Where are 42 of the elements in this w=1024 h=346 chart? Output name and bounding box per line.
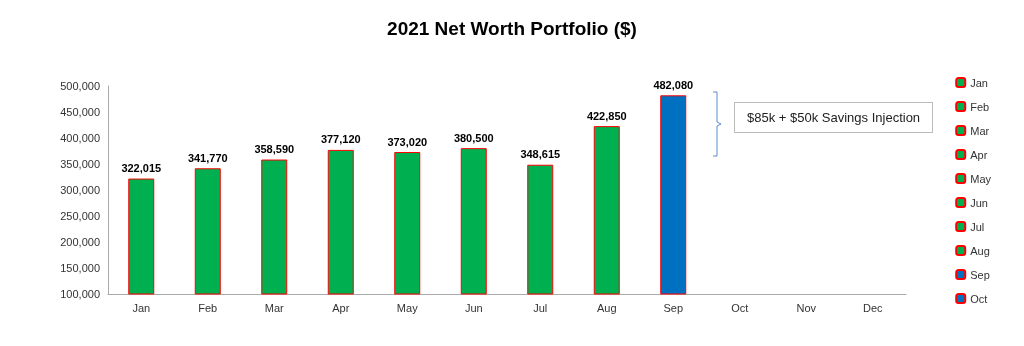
data-label: 380,500	[453, 131, 494, 144]
legend-label: Oct	[970, 292, 988, 305]
data-label: 322,015	[121, 162, 162, 175]
y-tick-label: 250,000	[60, 210, 100, 222]
data-label: 373,020	[387, 135, 428, 148]
legend-label: Jan	[970, 76, 988, 89]
legend-label: Aug	[970, 244, 990, 257]
y-tick-label: 150,000	[60, 262, 100, 274]
x-tick-label: Jun	[464, 301, 483, 314]
data-label: 422,850	[586, 109, 627, 122]
data-label: 358,590	[254, 143, 295, 156]
legend-label: Apr	[970, 148, 988, 161]
y-tick-label: 300,000	[60, 184, 100, 196]
legend-label: Sep	[970, 268, 990, 281]
x-tick-label: Feb	[198, 301, 218, 314]
legend-label: Mar	[970, 124, 990, 137]
y-tick-label: 500,000	[60, 80, 100, 92]
data-label: 482,080	[653, 78, 694, 91]
legend-label: Jun	[970, 196, 988, 209]
data-label: 341,770	[187, 151, 228, 164]
x-tick-label: Aug	[596, 301, 617, 314]
x-tick-label: Mar	[264, 301, 285, 314]
x-tick-label: Nov	[796, 301, 817, 314]
x-tick-label: Apr	[332, 301, 350, 314]
data-label: 377,120	[320, 133, 361, 146]
y-tick-label: 450,000	[60, 106, 100, 118]
y-tick-label: 100,000	[60, 288, 100, 300]
y-tick-label: 400,000	[60, 132, 100, 144]
legend-label: Feb	[970, 100, 990, 113]
y-tick-label: 350,000	[60, 158, 100, 170]
chart-title: 2021 Net Worth Portfolio ($)	[387, 18, 637, 39]
x-tick-label: Jul	[533, 301, 548, 314]
legend-label: Jul	[970, 220, 985, 233]
x-tick-label: Jan	[132, 301, 151, 314]
y-tick-label: 200,000	[60, 236, 100, 248]
x-tick-label: May	[396, 301, 419, 314]
data-label: 348,615	[520, 148, 561, 161]
note-box: $85k + $50k Savings Injection	[734, 102, 934, 133]
legend-label: May	[970, 172, 992, 185]
x-tick-label: Sep	[663, 301, 684, 314]
x-tick-label: Dec	[862, 301, 884, 314]
x-tick-label: Oct	[731, 301, 749, 314]
